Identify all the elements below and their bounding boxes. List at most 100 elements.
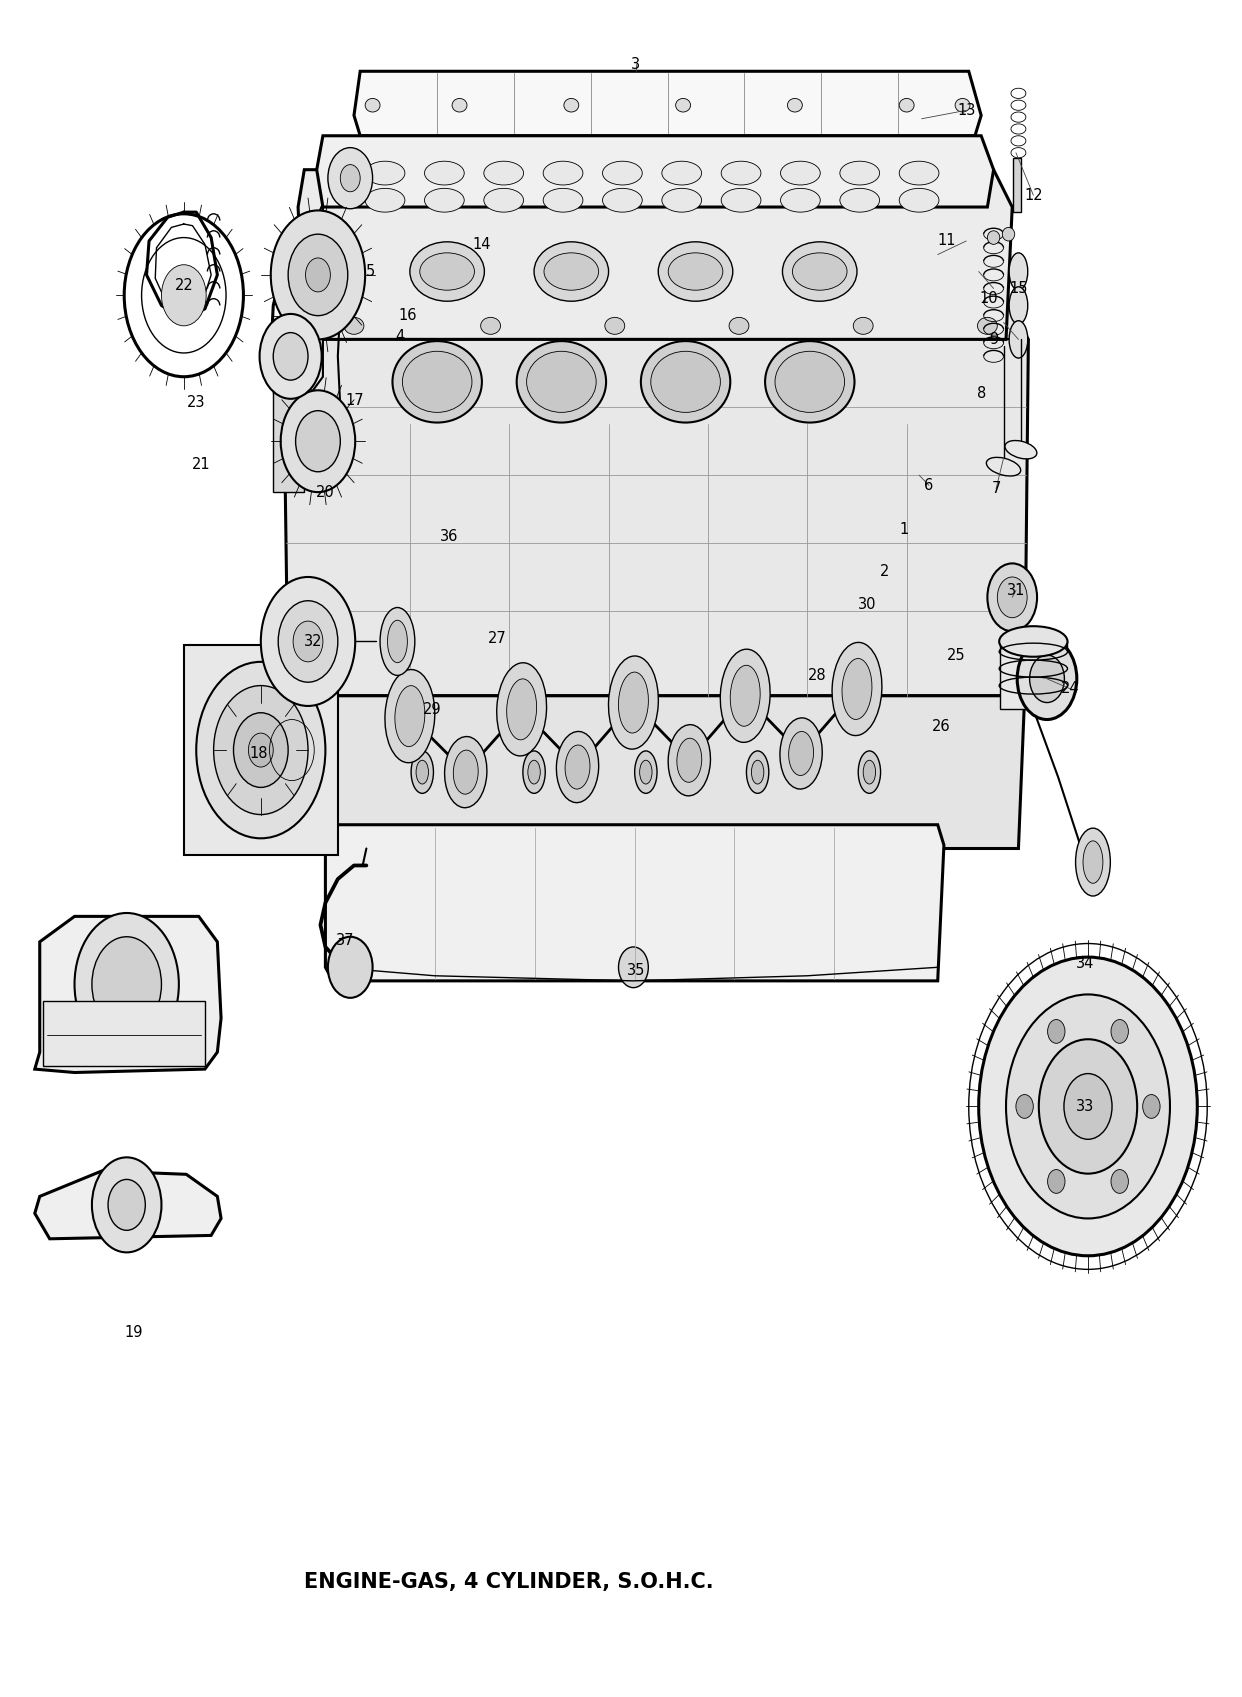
Ellipse shape — [1000, 626, 1068, 657]
Ellipse shape — [730, 665, 760, 726]
Ellipse shape — [668, 253, 723, 290]
Text: 8: 8 — [976, 387, 986, 400]
Ellipse shape — [395, 686, 425, 747]
Polygon shape — [325, 825, 944, 981]
Ellipse shape — [1083, 840, 1103, 882]
Ellipse shape — [658, 241, 733, 302]
Text: 1: 1 — [899, 523, 909, 536]
Ellipse shape — [1005, 441, 1037, 458]
Text: ENGINE-GAS, 4 CYLINDER, S.O.H.C.: ENGINE-GAS, 4 CYLINDER, S.O.H.C. — [304, 1571, 714, 1592]
Bar — [1000, 641, 1067, 709]
Ellipse shape — [344, 317, 364, 334]
Ellipse shape — [662, 188, 702, 212]
Ellipse shape — [676, 98, 691, 112]
Circle shape — [108, 1179, 145, 1230]
Circle shape — [1047, 1169, 1064, 1193]
Circle shape — [161, 265, 206, 326]
Circle shape — [92, 1157, 161, 1252]
Ellipse shape — [1009, 287, 1027, 324]
Ellipse shape — [609, 657, 658, 748]
Text: 20: 20 — [315, 485, 335, 499]
Ellipse shape — [722, 161, 761, 185]
Text: 7: 7 — [991, 482, 1001, 496]
Ellipse shape — [955, 98, 970, 112]
Text: 19: 19 — [125, 1325, 143, 1339]
Text: 33: 33 — [1077, 1100, 1094, 1113]
Text: 25: 25 — [948, 648, 965, 662]
Circle shape — [293, 621, 323, 662]
Circle shape — [1112, 1020, 1129, 1044]
Ellipse shape — [853, 317, 873, 334]
Ellipse shape — [528, 760, 540, 784]
Polygon shape — [283, 204, 323, 407]
Ellipse shape — [452, 98, 467, 112]
Text: 30: 30 — [858, 597, 876, 611]
Ellipse shape — [635, 750, 657, 792]
Text: 27: 27 — [487, 631, 507, 645]
Ellipse shape — [720, 650, 770, 742]
Polygon shape — [35, 916, 221, 1073]
Text: 2: 2 — [879, 565, 889, 579]
Text: 4: 4 — [395, 329, 405, 343]
Circle shape — [328, 937, 373, 998]
Ellipse shape — [662, 161, 702, 185]
Ellipse shape — [780, 188, 820, 212]
Circle shape — [281, 390, 355, 492]
Ellipse shape — [523, 750, 545, 792]
Ellipse shape — [484, 188, 524, 212]
Ellipse shape — [789, 731, 814, 776]
Circle shape — [306, 258, 330, 292]
Text: 23: 23 — [188, 395, 205, 409]
Ellipse shape — [385, 670, 435, 762]
Ellipse shape — [899, 98, 914, 112]
Text: 16: 16 — [399, 309, 416, 322]
Ellipse shape — [863, 760, 876, 784]
Ellipse shape — [564, 98, 579, 112]
Ellipse shape — [402, 351, 472, 412]
Ellipse shape — [840, 161, 879, 185]
Ellipse shape — [445, 736, 487, 808]
Text: 29: 29 — [424, 703, 441, 716]
Circle shape — [261, 577, 355, 706]
Text: 15: 15 — [1010, 282, 1027, 295]
Ellipse shape — [651, 351, 720, 412]
Circle shape — [1030, 655, 1064, 703]
Polygon shape — [354, 71, 981, 136]
Ellipse shape — [411, 750, 433, 792]
Ellipse shape — [484, 161, 524, 185]
Bar — [273, 390, 304, 492]
Circle shape — [1064, 1074, 1112, 1139]
Ellipse shape — [842, 658, 872, 720]
Bar — [43, 1001, 205, 1066]
Circle shape — [196, 662, 325, 838]
Text: 14: 14 — [473, 238, 491, 251]
Text: 28: 28 — [809, 669, 826, 682]
Text: 5: 5 — [365, 265, 375, 278]
Ellipse shape — [840, 188, 879, 212]
Ellipse shape — [565, 745, 590, 789]
Text: 12: 12 — [1025, 188, 1042, 202]
Circle shape — [288, 234, 348, 316]
Circle shape — [997, 577, 1027, 618]
Text: 35: 35 — [627, 964, 645, 977]
Ellipse shape — [1009, 253, 1027, 290]
Circle shape — [987, 563, 1037, 631]
Ellipse shape — [746, 750, 769, 792]
Circle shape — [1038, 1039, 1138, 1174]
Text: 32: 32 — [304, 635, 322, 648]
Ellipse shape — [780, 161, 820, 185]
Text: 13: 13 — [958, 104, 975, 117]
Ellipse shape — [775, 351, 845, 412]
Ellipse shape — [986, 458, 1021, 475]
Ellipse shape — [534, 241, 609, 302]
Ellipse shape — [388, 619, 407, 662]
Circle shape — [214, 686, 308, 815]
Circle shape — [328, 148, 373, 209]
Ellipse shape — [977, 317, 997, 334]
Circle shape — [233, 713, 288, 787]
Polygon shape — [298, 170, 1012, 339]
Ellipse shape — [729, 317, 749, 334]
Text: 26: 26 — [933, 720, 950, 733]
Ellipse shape — [619, 672, 648, 733]
Ellipse shape — [420, 253, 474, 290]
